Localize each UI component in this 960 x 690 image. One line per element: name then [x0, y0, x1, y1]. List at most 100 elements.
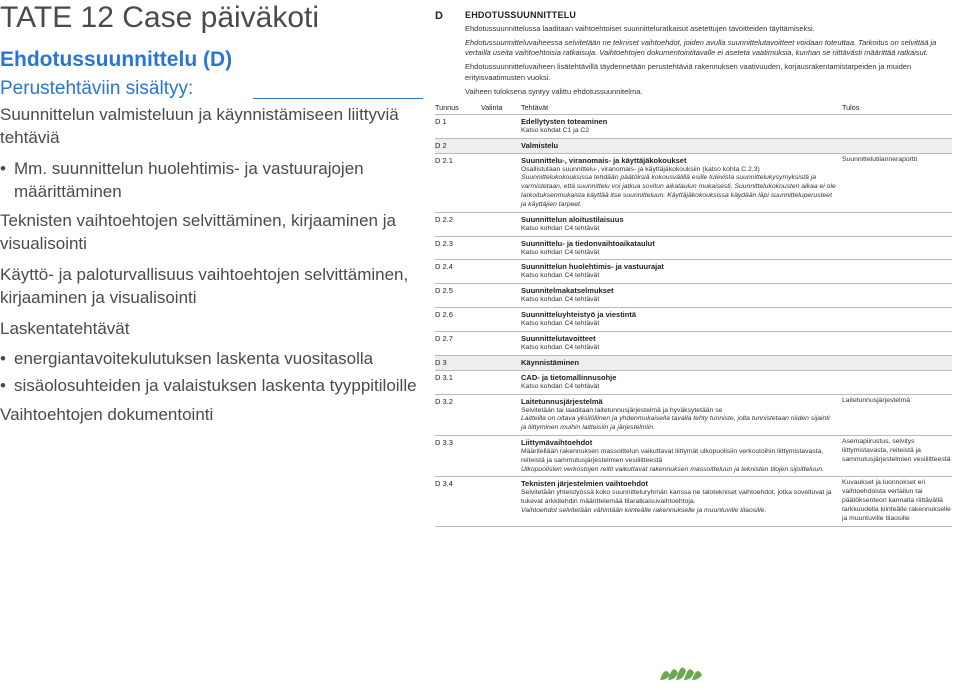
- table-row: D 3 Käynnistäminen: [435, 356, 952, 371]
- page-title: TATE 12 Case päiväkoti: [0, 0, 422, 36]
- row-label: Suunnitteluyhteistyö ja viestintä: [521, 310, 836, 319]
- row-label: Teknisten järjestelmien vaihtoehdot: [521, 479, 836, 488]
- cell-tunnus: D 2.7: [435, 334, 481, 343]
- title-suffix: Case päiväkoti: [122, 1, 319, 34]
- col-header-tulos: Tulos: [842, 103, 952, 112]
- table-row: D 2.3 Suunnittelu- ja tiedonvaihtoaikatau…: [435, 237, 952, 261]
- row-desc: Laitteilla on oltava yksilöllinen ja yhd…: [521, 415, 836, 433]
- pointer-line: [253, 98, 423, 99]
- row-desc: Katso kohdan C4 tehtävät: [521, 225, 836, 234]
- bullet-group-2: energiantavoitekulutuksen laskenta vuosi…: [0, 348, 422, 398]
- row-label: Laitetunnusjärjestelmä: [521, 397, 836, 406]
- cell-tehtavat: Teknisten järjestelmien vaihtoehdotSelvi…: [521, 479, 842, 515]
- table-row: D 2.6 Suunnitteluyhteistyö ja viestintäKa…: [435, 308, 952, 332]
- row-desc: Katso kohdat C1 ja C2: [521, 127, 836, 136]
- cell-tehtavat: Suunnittelun huolehtimis- ja vastuurajat…: [521, 262, 842, 281]
- section-heading-row: D EHDOTUSSUUNNITTELU: [435, 10, 952, 22]
- row-desc: Katso kohdan C4 tehtävät: [521, 272, 836, 281]
- cell-tehtavat: SuunnittelutavoitteetKatso kohdan C4 teh…: [521, 334, 842, 353]
- bullet-mm: Mm. suunnittelun huolehtimis- ja vastuur…: [0, 158, 422, 204]
- cell-tehtavat: CAD- ja tietomallinnusohjeKatso kohdan C…: [521, 373, 842, 392]
- row-label: CAD- ja tietomallinnusohje: [521, 373, 836, 382]
- cell-tehtavat: SuunnitelmakatselmuksetKatso kohdan C4 t…: [521, 286, 842, 305]
- table-row: D 2.7 SuunnittelutavoitteetKatso kohdan C…: [435, 332, 952, 356]
- cell-tunnus: D 2: [435, 141, 481, 150]
- subtitle: Ehdotussuunnittelu (D): [0, 48, 422, 72]
- row-desc: Suunnittelukokouksissa tehdään päätöksiä…: [521, 174, 836, 209]
- para-4: Laskentatehtävät: [0, 318, 422, 341]
- row-label: Suunnittelu-, viranomais- ja käyttäjäkok…: [521, 156, 836, 165]
- intro-1: Ehdotussuunnittelussa laaditaan vaihtoeh…: [435, 24, 952, 34]
- row-desc: Selvitetään tai laaditaan laitetunnusjär…: [521, 407, 836, 416]
- row-desc: Osallistutaan suunnittelu-, viranomais- …: [521, 166, 836, 175]
- cell-tulos: Suunnittelutilanneraportti: [842, 156, 952, 165]
- row-label: Suunnitelmakatselmukset: [521, 286, 836, 295]
- row-desc: Katso kohdan C4 tehtävät: [521, 296, 836, 305]
- section-heading: EHDOTUSSUUNNITTELU: [465, 10, 576, 20]
- row-desc: Katso kohdan C4 tehtävät: [521, 249, 836, 258]
- row-desc: Määritellään rakennuksen massoittelun va…: [521, 448, 836, 466]
- cell-tunnus: D 1: [435, 117, 481, 126]
- cell-tunnus: D 3.1: [435, 373, 481, 382]
- task-table: Tunnus Valinta Tehtävät Tulos D 1 Edellyt…: [435, 101, 952, 527]
- row-label: Valmistelu: [521, 141, 836, 150]
- table-row: D 3.2LaitetunnusjärjestelmäSelvitetään t…: [435, 395, 952, 436]
- row-label: Suunnittelu- ja tiedonvaihtoaikataulut: [521, 239, 836, 248]
- table-row: D 2.2 Suunnittelun aloitustilaisuusKatso …: [435, 213, 952, 237]
- cell-tunnus: D 2.4: [435, 262, 481, 271]
- table-row: D 3.4 Teknisten järjestelmien vaihtoehdot…: [435, 477, 952, 526]
- logo-icon: [655, 655, 710, 685]
- table-row: D 3.3 LiittymävaihtoehdotMääritellään rak…: [435, 436, 952, 477]
- cell-tehtavat: Valmistelu: [521, 141, 842, 151]
- cell-tehtavat: LiittymävaihtoehdotMääritellään rakennuk…: [521, 438, 842, 474]
- cell-tunnus: D 2.1: [435, 156, 481, 165]
- para-5: Vaihtoehtojen dokumentointi: [0, 404, 422, 427]
- cell-tunnus: D 3.4: [435, 479, 481, 488]
- cell-tulos: Kuvaukset ja luonnokset eri vaihtoehdois…: [842, 479, 952, 523]
- cell-tulos: Laitetunnusjärjestelmä: [842, 397, 952, 406]
- cell-tehtavat: Suunnitteluyhteistyö ja viestintäKatso k…: [521, 310, 842, 329]
- cell-tehtavat: Suunnittelu- ja tiedonvaihtoaikataulutKa…: [521, 239, 842, 258]
- row-desc: Katso kohdan C4 tehtävät: [521, 344, 836, 353]
- cell-tunnus: D 3.3: [435, 438, 481, 447]
- right-panel: D EHDOTUSSUUNNITTELU Ehdotussuunnittelus…: [430, 0, 960, 690]
- table-row: D 3.1 CAD- ja tietomallinnusohjeKatso koh…: [435, 371, 952, 395]
- intro-3: Ehdotussuunnitteluvaiheen lisätehtävillä…: [435, 62, 952, 82]
- cell-tunnus: D 2.6: [435, 310, 481, 319]
- table-row: D 1 Edellytysten toteaminenKatso kohdat C…: [435, 115, 952, 139]
- bullet-group-1: Mm. suunnittelun huolehtimis- ja vastuur…: [0, 158, 422, 204]
- row-desc: Selvitetään yhteistyössä koko suunnittel…: [521, 489, 836, 507]
- intro-2: Ehdotussuunnitteluvaiheessa selvitetään …: [435, 38, 952, 58]
- cell-tunnus: D 2.2: [435, 215, 481, 224]
- row-desc: Vaihtoehdot selvitetään vähintään kiinte…: [521, 507, 836, 516]
- para-1: Suunnittelun valmisteluun ja käynnistämi…: [0, 104, 422, 150]
- table-header-row: Tunnus Valinta Tehtävät Tulos: [435, 101, 952, 115]
- cell-tehtavat: Edellytysten toteaminenKatso kohdat C1 j…: [521, 117, 842, 136]
- row-desc: Ulkopuolisten verkostojen reitit vaikutt…: [521, 466, 836, 475]
- cell-tunnus: D 3: [435, 358, 481, 367]
- left-panel: TATE 12 Case päiväkoti Ehdotussuunnittel…: [0, 0, 430, 690]
- table-row: D 2.4 Suunnittelun huolehtimis- ja vastuu…: [435, 260, 952, 284]
- row-desc: Katso kohdan C4 tehtävät: [521, 383, 836, 392]
- cell-tehtavat: Suunnittelun aloitustilaisuusKatso kohda…: [521, 215, 842, 234]
- col-header-tunnus: Tunnus: [435, 103, 481, 112]
- row-label: Käynnistäminen: [521, 358, 836, 367]
- table-row: D 2.5 SuunnitelmakatselmuksetKatso kohdan…: [435, 284, 952, 308]
- cell-tunnus: D 2.5: [435, 286, 481, 295]
- section-letter: D: [435, 10, 465, 22]
- col-header-valinta: Valinta: [481, 103, 521, 112]
- row-label: Suunnittelun huolehtimis- ja vastuurajat: [521, 262, 836, 271]
- row-label: Edellytysten toteaminen: [521, 117, 836, 126]
- cell-tehtavat: Käynnistäminen: [521, 358, 842, 368]
- row-label: Suunnittelutavoitteet: [521, 334, 836, 343]
- row-label: Suunnittelun aloitustilaisuus: [521, 215, 836, 224]
- row-label: Liittymävaihtoehdot: [521, 438, 836, 447]
- table-row: D 2.1 Suunnittelu-, viranomais- ja käyttä…: [435, 154, 952, 213]
- para-3: Käyttö- ja paloturvallisuus vaihtoehtoje…: [0, 264, 422, 310]
- bullet-energy-2: sisäolosuhteiden ja valaistuksen laskent…: [0, 375, 422, 398]
- cell-tunnus: D 2.3: [435, 239, 481, 248]
- table-row: D 2 Valmistelu: [435, 139, 952, 154]
- bullet-energy-1: energiantavoitekulutuksen laskenta vuosi…: [0, 348, 422, 371]
- para-2: Teknisten vaihtoehtojen selvittäminen, k…: [0, 210, 422, 256]
- cell-tulos: Asemapiirustus, selvitys liittymistavast…: [842, 438, 952, 464]
